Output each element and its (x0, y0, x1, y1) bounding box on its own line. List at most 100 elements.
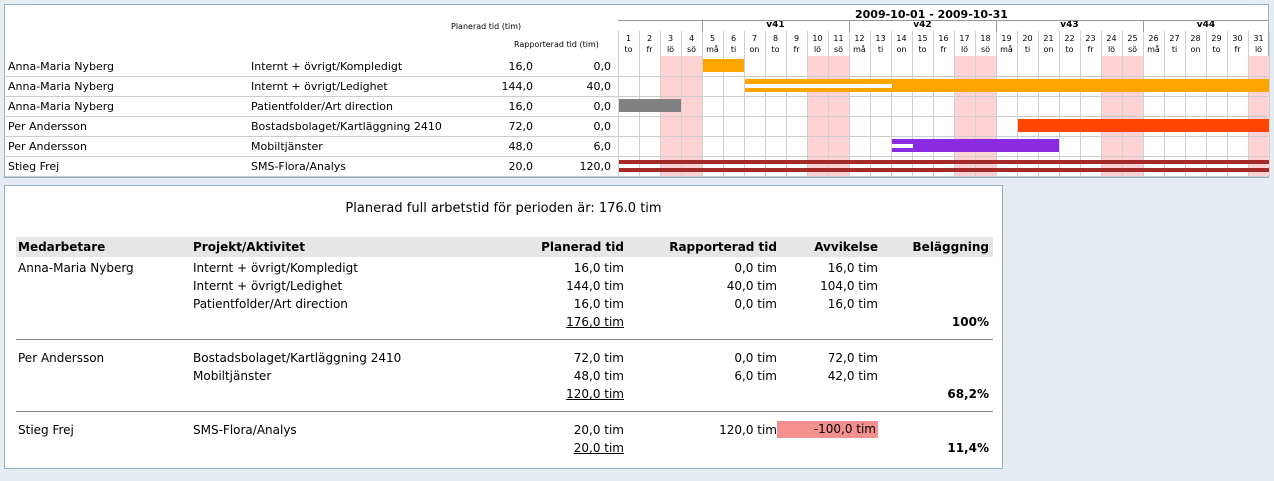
day-number: 17 (959, 34, 970, 43)
gantt-panel: 2009-10-01 - 2009-10-31 Planerad tid (ti… (4, 4, 1270, 178)
row-planned: 16,0 tim (573, 261, 624, 275)
row-planned: 16,0 tim (573, 297, 624, 311)
row-project: Internt + övrigt/Kompledigt (193, 261, 358, 275)
day-number: 14 (896, 34, 907, 43)
day-label: 24 lö (1101, 33, 1122, 55)
day-number: 1 (625, 34, 632, 43)
gantt-bar[interactable] (619, 168, 1269, 172)
day-abbrev: sö (833, 45, 844, 54)
day-label: 23 fr (1080, 33, 1101, 55)
day-number: 7 (751, 34, 758, 43)
day-gridline (996, 31, 997, 176)
group-separator (16, 411, 993, 412)
row-project: Internt + övrigt/Ledighet (193, 279, 343, 293)
row-planned: 72,0 (508, 120, 534, 133)
row-deviation: 104,0 tim (820, 279, 878, 293)
row-reported: 0,0 tim (734, 297, 777, 311)
row-divider (5, 156, 1268, 157)
day-label: 13 ti (870, 33, 891, 55)
day-abbrev: må (706, 45, 719, 54)
day-number: 12 (854, 34, 865, 43)
row-reported: 0,0 (593, 60, 612, 73)
day-abbrev: sö (1127, 45, 1138, 54)
day-gridline (807, 31, 808, 176)
day-number: 6 (730, 34, 737, 43)
row-planned: 48,0 tim (573, 369, 624, 383)
gantt-bar[interactable] (745, 79, 1269, 92)
gantt-bar[interactable] (619, 160, 1269, 164)
day-abbrev: on (1043, 45, 1054, 54)
day-gridline (1101, 31, 1102, 176)
day-number: 13 (875, 34, 886, 43)
day-number: 23 (1085, 34, 1096, 43)
day-number: 15 (917, 34, 928, 43)
day-number: 16 (938, 34, 949, 43)
row-reported: 40,0 (586, 80, 612, 93)
col-occupancy: Beläggning (912, 240, 989, 254)
day-label: 9 fr (786, 33, 807, 55)
day-gridline (849, 31, 850, 176)
day-gridline (975, 31, 976, 176)
planned-header: Planerad tid (tim) (451, 22, 522, 31)
group-occupancy: 11,4% (947, 441, 989, 455)
week-separator (849, 20, 850, 32)
day-label: 11 sö (828, 33, 849, 55)
row-planned: 72,0 tim (573, 351, 624, 365)
day-label: 31 lö (1248, 33, 1269, 55)
day-label: 14 on (891, 33, 912, 55)
day-gridline (1122, 31, 1123, 176)
day-abbrev: sö (686, 45, 697, 54)
day-number: 9 (793, 34, 800, 43)
day-abbrev: ti (1171, 45, 1178, 54)
gantt-bar[interactable] (1018, 119, 1269, 132)
day-gridline (1227, 31, 1228, 176)
day-gridline (1164, 31, 1165, 176)
period-label: 2009-10-01 - 2009-10-31 (855, 8, 1008, 21)
day-abbrev: to (624, 45, 633, 54)
day-label: 22 to (1059, 33, 1080, 55)
day-number: 3 (667, 34, 674, 43)
gantt-bar[interactable] (892, 139, 1059, 152)
row-reported: 0,0 tim (734, 351, 777, 365)
day-label: 12 må (849, 33, 870, 55)
day-gridline (723, 31, 724, 176)
day-abbrev: on (896, 45, 907, 54)
day-abbrev: må (1000, 45, 1013, 54)
day-gridline (744, 31, 745, 176)
group-employee: Stieg Frej (18, 423, 74, 437)
gantt-progress (745, 84, 892, 88)
row-deviation: 16,0 tim (827, 297, 878, 311)
group-employee: Per Andersson (18, 351, 105, 365)
row-employee: Anna-Maria Nyberg (8, 100, 115, 113)
gantt-bar[interactable] (619, 99, 681, 112)
day-abbrev: to (1065, 45, 1074, 54)
day-abbrev: fr (793, 45, 800, 54)
row-planned: 16,0 (508, 100, 534, 113)
day-gridline (828, 31, 829, 176)
gantt-progress (892, 144, 913, 148)
day-label: 15 to (912, 33, 933, 55)
gantt-bar[interactable] (703, 59, 744, 72)
day-number: 21 (1043, 34, 1054, 43)
day-abbrev: ti (1024, 45, 1031, 54)
row-reported: 0,0 (593, 120, 612, 133)
group-separator (16, 339, 993, 340)
row-reported: 0,0 (593, 100, 612, 113)
day-number: 27 (1169, 34, 1180, 43)
day-abbrev: to (1212, 45, 1221, 54)
day-abbrev: to (771, 45, 780, 54)
day-label: 21 on (1038, 33, 1059, 55)
week-separator (996, 20, 997, 32)
group-total: 176,0 tim (566, 315, 624, 329)
day-abbrev: lö (1107, 45, 1116, 54)
row-reported: 120,0 (579, 160, 612, 173)
row-divider (5, 136, 1268, 137)
week-separator (702, 20, 703, 32)
day-number: 26 (1148, 34, 1159, 43)
day-number: 24 (1106, 34, 1117, 43)
row-deviation: 16,0 tim (827, 261, 878, 275)
day-abbrev: lö (666, 45, 675, 54)
day-number: 22 (1064, 34, 1075, 43)
day-abbrev: fr (940, 45, 947, 54)
day-number: 5 (709, 34, 716, 43)
